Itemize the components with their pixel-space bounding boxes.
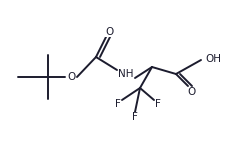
Text: F: F (155, 99, 161, 109)
Text: F: F (132, 112, 138, 122)
Text: OH: OH (205, 54, 221, 64)
Text: O: O (187, 87, 195, 97)
Text: NH: NH (118, 69, 134, 79)
Text: F: F (115, 99, 121, 109)
Text: O: O (67, 72, 75, 82)
Text: O: O (105, 27, 113, 37)
